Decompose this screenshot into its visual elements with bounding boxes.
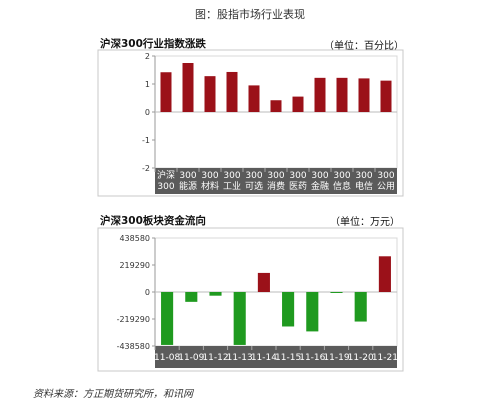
chart2-unit: （单位：万元） xyxy=(330,217,400,228)
chart1-x-tick-label: 可选 xyxy=(245,180,263,192)
chart2-bar xyxy=(161,292,174,345)
chart2-title: 沪深300板块资金流向 xyxy=(100,215,206,227)
chart1-x-axis-band xyxy=(155,168,397,194)
chart1-title: 沪深300行业指数涨跌 xyxy=(100,38,206,50)
chart1-x-tick-label: 300 xyxy=(157,182,174,192)
chart1-bar xyxy=(226,71,238,112)
chart2-y-tick-label: 0 xyxy=(145,288,150,297)
chart1-bar xyxy=(248,85,260,112)
chart1-x-tick-label: 300 xyxy=(355,171,372,181)
chart1-x-tick-label: 300 xyxy=(179,171,196,181)
chart1-x-tick-label: 能源 xyxy=(179,180,197,192)
chart2-x-tick-label: 11-08 xyxy=(154,353,180,363)
chart1-x-tick-label: 300 xyxy=(333,171,350,181)
chart1-bar xyxy=(358,78,370,112)
chart2-bar xyxy=(209,292,222,296)
chart1-x-tick-label: 医药 xyxy=(289,181,307,192)
chart2-bar xyxy=(378,256,391,292)
chart1-y-tick-label: -2 xyxy=(142,164,150,173)
chart1-x-tick-label: 300 xyxy=(267,171,284,181)
chart2-x-tick-label: 11-19 xyxy=(323,353,349,363)
chart2-bar xyxy=(282,292,295,327)
chart2-x-tick-label: 11-13 xyxy=(227,353,253,363)
source-note: 资料来源：方正期货研究所，和讯网 xyxy=(33,389,193,400)
chart1-x-tick-label: 电信 xyxy=(355,180,373,192)
chart2-y-tick-label: -219290 xyxy=(117,315,150,324)
chart1-x-tick-label: 300 xyxy=(223,171,240,181)
chart2-x-tick-label: 11-12 xyxy=(202,353,228,363)
chart1-bar xyxy=(380,80,392,112)
chart1-x-tick-label: 300 xyxy=(289,171,306,181)
chart2-bar xyxy=(306,292,319,332)
chart1-bar xyxy=(336,77,348,112)
chart2-bar xyxy=(185,292,198,302)
chart1-y-tick-label: -1 xyxy=(142,136,150,145)
chart2-bar xyxy=(233,292,246,345)
chart1-x-tick-label: 300 xyxy=(311,171,328,181)
chart1-bar xyxy=(182,63,194,112)
chart1-x-tick-label: 300 xyxy=(377,171,394,181)
chart1-unit: （单位：百分比） xyxy=(324,41,404,52)
chart2-y-tick-label: 438580 xyxy=(119,234,150,243)
chart1-x-tick-label: 消费 xyxy=(267,180,285,192)
chart1-y-tick-label: 1 xyxy=(145,80,150,89)
chart2-bar xyxy=(330,292,343,293)
chart1-bar xyxy=(314,77,326,112)
chart1-x-tick-label: 300 xyxy=(245,171,262,181)
chart2-bar xyxy=(354,292,367,322)
chart2-y-tick-label: 219290 xyxy=(119,261,150,270)
chart2-x-tick-label: 11-20 xyxy=(348,353,374,363)
chart1-bar xyxy=(292,96,304,112)
chart2-y-tick-label: -438580 xyxy=(117,342,150,351)
chart1-x-tick-label: 工业 xyxy=(223,181,241,192)
chart1-x-tick-label: 信息 xyxy=(333,180,351,192)
chart2-x-tick-label: 11-09 xyxy=(178,353,204,363)
chart1-y-tick-label: 0 xyxy=(145,108,150,117)
chart1-y-tick-label: 2 xyxy=(145,52,150,61)
chart2-x-tick-label: 11-15 xyxy=(275,353,301,363)
chart2-bar xyxy=(257,272,270,292)
chart1-x-tick-label: 300 xyxy=(201,171,218,181)
chart1-x-tick-label: 材料 xyxy=(201,180,219,192)
figure-title: 图：股指市场行业表现 xyxy=(195,8,305,21)
chart1-bar xyxy=(270,100,282,112)
chart1-bar xyxy=(160,72,172,112)
chart1-x-tick-label: 公用 xyxy=(377,181,395,192)
chart2-x-tick-label: 11-14 xyxy=(251,353,277,363)
chart1-x-tick-label: 沪深 xyxy=(157,169,175,181)
chart1-bar xyxy=(204,76,216,112)
chart2-x-tick-label: 11-16 xyxy=(299,353,325,363)
chart1-x-tick-label: 金融 xyxy=(311,180,329,192)
chart2-x-axis-band xyxy=(155,346,397,368)
chart2-x-tick-label: 11-21 xyxy=(372,353,398,363)
